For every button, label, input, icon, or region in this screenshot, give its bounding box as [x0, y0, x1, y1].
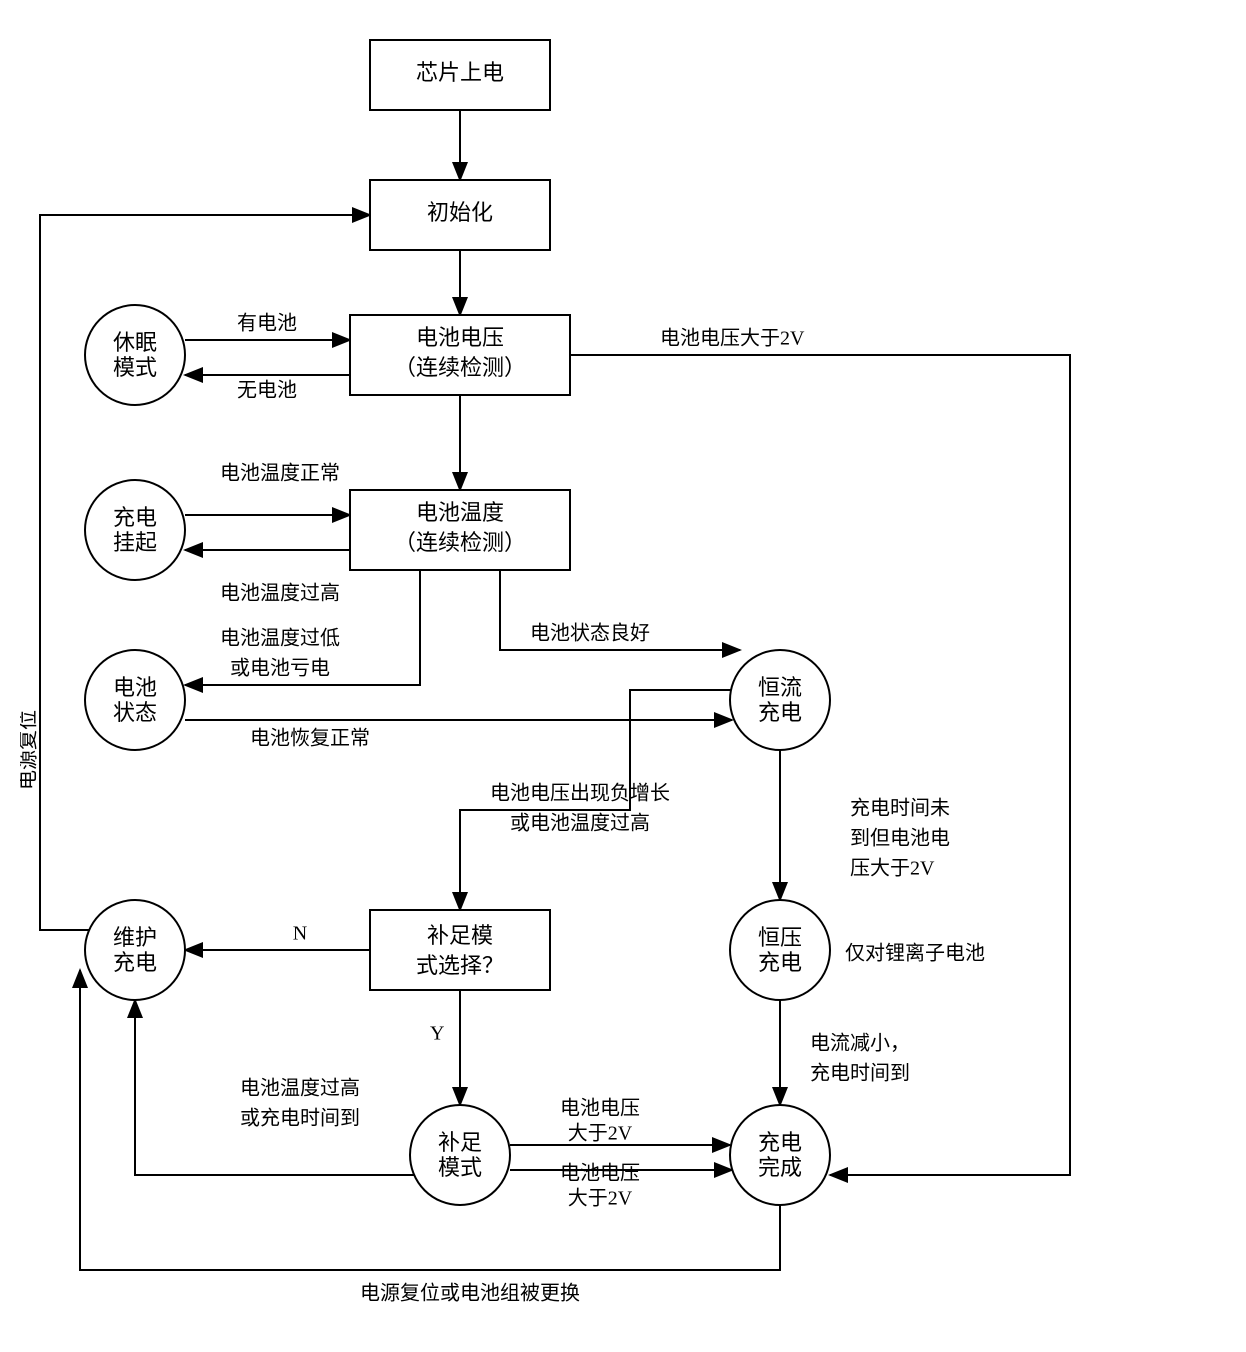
- svg-text:补足: 补足: [438, 1130, 482, 1155]
- svg-text:电池温度: 电池温度: [416, 500, 504, 525]
- label-temp-high: 电池温度过高: [220, 582, 340, 605]
- label-curr-down-1: 电流减小，: [810, 1032, 910, 1055]
- svg-text:模式: 模式: [113, 355, 157, 380]
- label-topup-maint-2: 或充电时间到: [240, 1107, 360, 1130]
- svg-text:充电: 充电: [113, 505, 157, 530]
- label-topup-done-2: 大于2V: [568, 1122, 633, 1145]
- flowchart-canvas: 有电池 无电池 电池温度正常 电池温度过高 电池温度过低 或电池亏电 电池状态良…: [20, 20, 1226, 1332]
- node-temp-check: 电池温度 （连续检测）: [350, 490, 570, 570]
- label-has-batt: 有电池: [237, 312, 297, 335]
- label-reset-or-replace: 电源复位或电池组被更换: [360, 1282, 580, 1305]
- svg-text:电池电压: 电池电压: [416, 325, 504, 350]
- label-no-batt: 无电池: [237, 379, 297, 402]
- svg-text:式选择？: 式选择？: [416, 953, 504, 978]
- node-batt-state: 电池 状态: [85, 650, 185, 750]
- node-done: 充电 完成: [730, 1105, 830, 1205]
- label-batt-good: 电池状态良好: [530, 622, 650, 645]
- svg-text:充电: 充电: [758, 950, 802, 975]
- label-curr-down-2: 充电时间到: [810, 1062, 910, 1085]
- label-topup-maint-1: 电池温度过高: [240, 1077, 360, 1100]
- node-mode-sel: 补足模 式选择？: [370, 910, 550, 990]
- svg-text:补足模: 补足模: [427, 923, 493, 948]
- label-temp-ok: 电池温度正常: [220, 462, 340, 485]
- label-volt-gt2: 电池电压大于2V: [660, 327, 805, 350]
- label-mode-N: N: [293, 923, 307, 945]
- label-mode-Y: Y: [430, 1023, 444, 1045]
- label-cc-cv-3: 压大于2V: [850, 857, 935, 880]
- label-topup-done-4: 大于2V: [568, 1187, 633, 1210]
- label-cc-cv-2: 到但电池电: [850, 827, 950, 850]
- svg-text:维护: 维护: [113, 925, 157, 950]
- label-neg-growth-1: 电池电压出现负增长: [490, 782, 670, 805]
- label-li-only: 仅对锂离子电池: [845, 942, 985, 965]
- label-cc-cv-1: 充电时间未: [850, 797, 950, 820]
- svg-text:模式: 模式: [438, 1155, 482, 1180]
- svg-text:休眠: 休眠: [113, 330, 157, 355]
- svg-text:充电: 充电: [113, 950, 157, 975]
- svg-text:（连续检测）: （连续检测）: [394, 355, 526, 380]
- svg-text:恒压: 恒压: [758, 925, 802, 950]
- svg-text:初始化: 初始化: [427, 200, 493, 225]
- svg-text:完成: 完成: [758, 1155, 802, 1180]
- svg-text:状态: 状态: [113, 700, 157, 725]
- label-temp-low-2: 或电池亏电: [230, 657, 330, 680]
- svg-text:挂起: 挂起: [113, 530, 157, 555]
- edge-maint-init: [40, 215, 370, 930]
- svg-text:芯片上电: 芯片上电: [416, 60, 504, 85]
- svg-text:恒流: 恒流: [758, 675, 802, 700]
- node-cv: 恒压 充电: [730, 900, 830, 1000]
- node-power-on: 芯片上电: [370, 40, 550, 110]
- svg-text:充电: 充电: [758, 1130, 802, 1155]
- node-sleep: 休眠 模式: [85, 305, 185, 405]
- svg-text:电池: 电池: [113, 675, 157, 700]
- svg-text:充电: 充电: [758, 700, 802, 725]
- node-volt-check: 电池电压 （连续检测）: [350, 315, 570, 395]
- node-suspend: 充电 挂起: [85, 480, 185, 580]
- label-batt-recover: 电池恢复正常: [250, 727, 370, 750]
- node-topup: 补足 模式: [410, 1105, 510, 1205]
- node-cc: 恒流 充电: [730, 650, 830, 750]
- node-init: 初始化: [370, 180, 550, 250]
- label-neg-growth-2: 或电池温度过高: [510, 812, 650, 835]
- label-topup-done-1: 电池电压: [560, 1097, 640, 1120]
- node-maint: 维护 充电: [85, 900, 185, 1000]
- label-reset: 电源复位: [20, 710, 40, 790]
- label-temp-low-1: 电池温度过低: [220, 627, 340, 650]
- svg-text:（连续检测）: （连续检测）: [394, 530, 526, 555]
- label-topup-done-3: 电池电压: [560, 1162, 640, 1185]
